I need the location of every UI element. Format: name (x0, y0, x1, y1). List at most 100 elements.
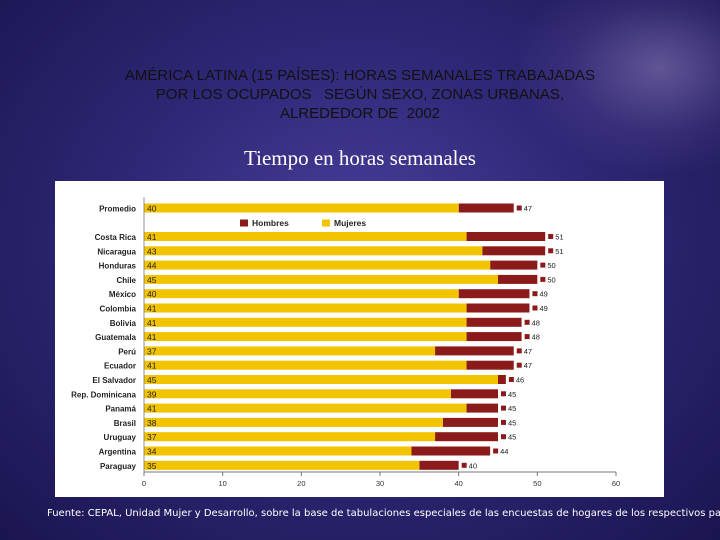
category-label-10: El Salvador (92, 376, 136, 385)
bar-mujeres-8 (144, 346, 436, 356)
source-note: Fuente: CEPAL, Unidad Mujer y Desarrollo… (47, 508, 720, 519)
marker-hombres-6 (524, 319, 530, 325)
bar-hombres-1 (482, 246, 546, 256)
value-label-mujeres-15: 34 (147, 447, 157, 457)
chart-panel: Promedio 40 47 Hombres Mujeres Costa Rica 41 51… (55, 181, 664, 497)
bar-hombres-14 (435, 432, 498, 442)
value-label-mujeres-10: 45 (147, 375, 157, 385)
value-label-mujeres-5: 41 (147, 304, 157, 314)
bar-hombres-6 (466, 317, 522, 327)
bar-hombres-5 (466, 303, 530, 313)
value-label-mujeres-1: 43 (147, 246, 157, 256)
value-label-hombres-9: 47 (524, 361, 532, 370)
value-label-mujeres-13: 38 (147, 418, 157, 428)
value-label-mujeres-12: 41 (147, 404, 157, 414)
bar-mujeres-9 (144, 360, 467, 370)
value-label-mujeres-7: 41 (147, 332, 157, 342)
x-tick-label-4: 40 (454, 479, 462, 488)
bar-hombres-7 (466, 332, 522, 342)
bar-mujeres-16 (144, 460, 420, 470)
value-label-hombres-3: 50 (547, 275, 555, 284)
marker-hombres-1 (548, 248, 554, 254)
value-label-hombres-12: 45 (508, 404, 516, 413)
x-tick-label-2: 20 (297, 479, 305, 488)
legend-swatch-mujeres (322, 219, 330, 227)
bar-mujeres-promedio (144, 203, 459, 213)
bar-mujeres-3 (144, 274, 498, 284)
value-label-hombres-14: 45 (508, 433, 516, 442)
value-label-hombres-13: 45 (508, 418, 516, 427)
value-label-hombres-11: 45 (508, 390, 516, 399)
value-label-mujeres-4: 40 (147, 289, 157, 299)
category-label-11: Rep. Dominicana (71, 390, 136, 399)
title-line-2: POR LOS OCUPADOS SEGÚN SEXO, ZONAS URBAN… (155, 86, 565, 103)
bar-mujeres-6 (144, 317, 467, 327)
marker-hombres-11 (501, 391, 506, 397)
x-tick-label-1: 10 (218, 479, 226, 488)
bar-mujeres-15 (144, 446, 412, 456)
bar-hombres-8 (435, 346, 514, 356)
legend-label-mujeres: Mujeres (334, 218, 366, 228)
bar-hombres-2 (490, 260, 538, 270)
bar-mujeres-5 (144, 303, 467, 313)
category-label-12: Panamá (105, 405, 136, 414)
marker-hombres-14 (501, 434, 506, 440)
bar-mujeres-11 (144, 389, 451, 399)
marker-hombres-16 (461, 462, 467, 468)
bar-hombres-11 (450, 389, 498, 399)
category-label-4: México (109, 290, 136, 299)
value-label-hombres-7: 48 (532, 333, 540, 342)
category-label-8: Perú (118, 347, 136, 356)
marker-hombres-0 (548, 234, 554, 239)
value-label-hombres-5: 49 (539, 304, 547, 313)
value-label-mujeres-promedio: 40 (147, 204, 157, 214)
marker-hombres-7 (524, 334, 530, 340)
value-label-mujeres-11: 39 (147, 389, 157, 399)
bar-hombres-12 (466, 403, 498, 413)
category-label-0: Costa Rica (95, 233, 137, 242)
category-label-5: Colombia (100, 305, 137, 314)
bar-hombres-4 (458, 289, 530, 299)
marker-hombres-12 (501, 405, 506, 411)
value-label-hombres-15: 44 (500, 447, 508, 456)
title-line-3: ALREDEDOR DE 2002 (279, 105, 441, 122)
marker-hombres-9 (516, 362, 522, 368)
category-label-16: Paraguay (100, 462, 137, 471)
decorative-figure (520, 0, 720, 170)
value-label-hombres-10: 46 (516, 376, 524, 385)
category-label-2: Honduras (99, 262, 137, 271)
marker-hombres-10 (508, 377, 514, 382)
bar-hombres-16 (419, 460, 459, 470)
category-label-15: Argentina (99, 448, 137, 457)
marker-hombres-15 (493, 448, 499, 454)
bar-hombres-15 (411, 446, 491, 456)
bar-hombres-promedio (458, 203, 514, 213)
category-label-6: Bolivia (110, 319, 137, 328)
bar-mujeres-12 (144, 403, 467, 413)
value-label-hombres-promedio: 47 (524, 204, 532, 213)
marker-hombres-promedio (516, 205, 522, 211)
value-label-hombres-2: 50 (547, 261, 555, 270)
bar-mujeres-4 (144, 289, 459, 299)
marker-hombres-5 (532, 305, 538, 311)
bar-mujeres-13 (144, 417, 443, 427)
x-tick-label-0: 0 (142, 479, 146, 488)
marker-hombres-3 (540, 276, 546, 282)
bar-mujeres-7 (144, 332, 467, 342)
value-label-mujeres-16: 35 (147, 461, 157, 471)
marker-hombres-13 (501, 419, 506, 425)
legend-label-hombres: Hombres (252, 218, 289, 228)
category-label-7: Guatemala (95, 333, 136, 342)
category-label-9: Ecuador (104, 362, 136, 371)
value-label-hombres-6: 48 (532, 318, 540, 327)
chart-subtitle: Tiempo en horas semanales (244, 146, 476, 170)
value-label-hombres-1: 51 (555, 247, 563, 256)
x-tick-label-5: 50 (533, 479, 541, 488)
bar-hombres-3 (498, 274, 538, 284)
value-label-hombres-8: 47 (524, 347, 532, 356)
marker-hombres-8 (516, 348, 522, 354)
x-tick-label-6: 60 (612, 479, 620, 488)
value-label-hombres-16: 40 (469, 461, 477, 470)
x-tick-label-3: 30 (376, 479, 384, 488)
value-label-mujeres-2: 44 (147, 261, 157, 271)
